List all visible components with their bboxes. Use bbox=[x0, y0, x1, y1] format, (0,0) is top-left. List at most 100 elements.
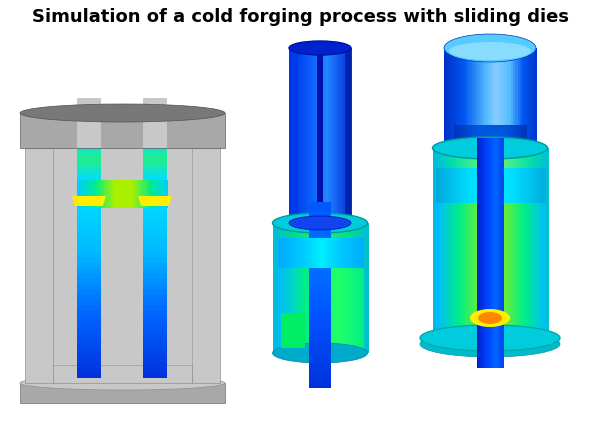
Bar bbox=[77, 171, 101, 172]
Bar bbox=[487, 138, 488, 368]
Bar bbox=[477, 138, 478, 368]
Bar bbox=[481, 138, 482, 368]
Bar bbox=[77, 167, 101, 168]
Bar bbox=[502, 48, 504, 143]
Ellipse shape bbox=[272, 213, 367, 233]
Polygon shape bbox=[20, 383, 225, 403]
Bar bbox=[309, 383, 331, 388]
Bar bbox=[453, 48, 456, 143]
Bar bbox=[474, 168, 478, 203]
Bar bbox=[329, 48, 331, 223]
Bar bbox=[329, 238, 332, 268]
Bar bbox=[143, 146, 167, 147]
Bar bbox=[331, 48, 333, 223]
Bar bbox=[486, 138, 487, 368]
Bar bbox=[504, 48, 506, 143]
Bar bbox=[483, 125, 484, 328]
Bar bbox=[311, 223, 314, 353]
Bar bbox=[292, 48, 294, 223]
Bar bbox=[444, 48, 447, 143]
Bar bbox=[143, 169, 167, 171]
Bar bbox=[472, 168, 475, 203]
Bar bbox=[305, 268, 308, 348]
Bar bbox=[77, 367, 101, 373]
Bar bbox=[280, 223, 283, 353]
Bar bbox=[458, 168, 461, 203]
Bar bbox=[143, 176, 167, 177]
Bar bbox=[527, 48, 530, 143]
Bar bbox=[297, 48, 299, 223]
Bar bbox=[338, 48, 341, 223]
Bar bbox=[77, 168, 101, 173]
Bar bbox=[143, 251, 167, 257]
Bar bbox=[478, 138, 479, 368]
Bar bbox=[309, 230, 331, 235]
Bar bbox=[545, 148, 548, 338]
Bar bbox=[477, 125, 478, 328]
Bar bbox=[490, 125, 491, 328]
Ellipse shape bbox=[289, 41, 351, 55]
Bar bbox=[77, 177, 101, 178]
Bar bbox=[346, 268, 349, 348]
Bar bbox=[519, 125, 521, 143]
Bar bbox=[342, 48, 344, 223]
Bar bbox=[472, 125, 475, 143]
Bar bbox=[143, 215, 167, 220]
Bar bbox=[304, 238, 306, 268]
Bar bbox=[283, 223, 286, 353]
Bar bbox=[333, 268, 336, 348]
Bar bbox=[314, 238, 317, 268]
Bar bbox=[287, 268, 289, 348]
Bar bbox=[143, 139, 167, 141]
Bar bbox=[485, 125, 487, 143]
Bar bbox=[499, 125, 500, 328]
Bar bbox=[356, 223, 359, 353]
Bar bbox=[463, 125, 466, 143]
Bar bbox=[458, 48, 461, 143]
Ellipse shape bbox=[470, 309, 510, 327]
Bar bbox=[491, 138, 493, 368]
Bar bbox=[493, 125, 494, 328]
Bar bbox=[77, 325, 101, 331]
Bar bbox=[143, 194, 167, 199]
Bar bbox=[309, 346, 331, 351]
Bar bbox=[309, 378, 331, 383]
Bar bbox=[143, 141, 167, 142]
Bar bbox=[325, 223, 328, 353]
Bar bbox=[542, 203, 545, 338]
Bar bbox=[348, 238, 351, 268]
Bar bbox=[477, 168, 480, 203]
Bar bbox=[77, 164, 101, 166]
Bar bbox=[77, 178, 101, 180]
Bar bbox=[480, 138, 481, 368]
Bar bbox=[352, 238, 355, 268]
Bar bbox=[77, 172, 101, 174]
Bar bbox=[143, 314, 167, 320]
Bar bbox=[309, 281, 331, 286]
Bar bbox=[304, 268, 306, 348]
Bar bbox=[143, 143, 167, 145]
Bar bbox=[352, 268, 355, 348]
Bar bbox=[314, 268, 317, 348]
Bar bbox=[77, 151, 101, 153]
Bar bbox=[505, 125, 506, 143]
Bar bbox=[500, 138, 502, 368]
Bar bbox=[320, 268, 323, 348]
Bar bbox=[77, 267, 101, 273]
Bar bbox=[532, 203, 535, 338]
Bar bbox=[158, 180, 161, 208]
Bar bbox=[143, 320, 167, 326]
Bar bbox=[340, 238, 342, 268]
Bar bbox=[77, 143, 101, 145]
Bar bbox=[502, 148, 505, 338]
Bar bbox=[309, 309, 331, 314]
Bar bbox=[280, 268, 283, 348]
Bar bbox=[77, 314, 101, 320]
Bar bbox=[312, 238, 314, 268]
Bar bbox=[143, 164, 167, 165]
Ellipse shape bbox=[433, 137, 548, 159]
Bar bbox=[484, 125, 485, 328]
Bar bbox=[147, 180, 149, 208]
Bar bbox=[509, 168, 513, 203]
Bar bbox=[156, 180, 158, 208]
